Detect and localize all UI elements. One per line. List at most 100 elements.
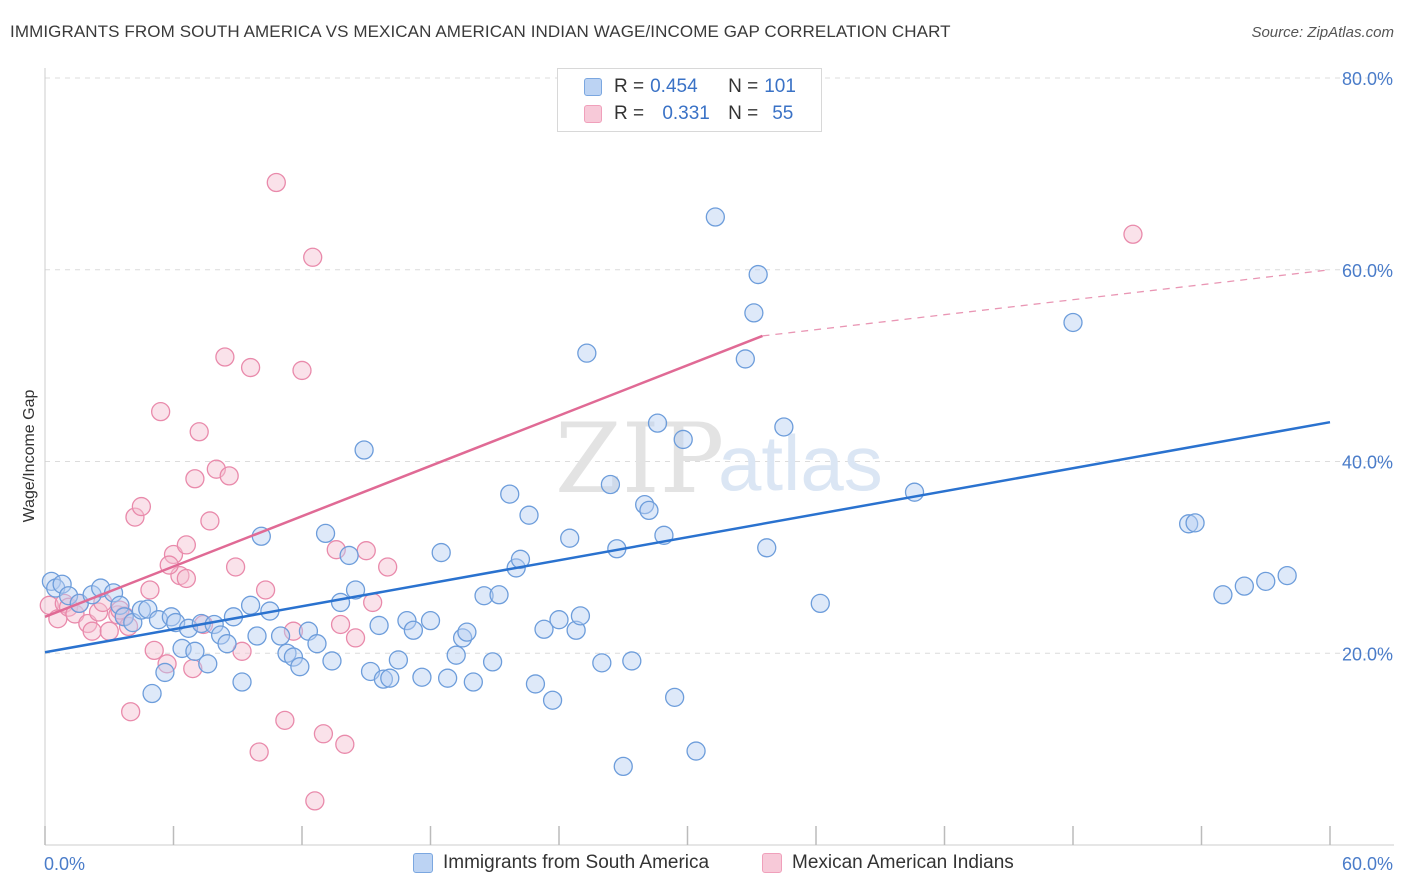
data-point	[121, 702, 141, 722]
data-point	[380, 668, 400, 688]
grid-lines	[45, 77, 1394, 654]
legend: R = 0.454 N = 101 R = 0.331 N = 55	[557, 68, 822, 132]
legend-r-value: 0.331	[662, 103, 710, 124]
trend-line-pink	[44, 334, 763, 618]
data-point	[431, 542, 451, 563]
data-point	[305, 791, 325, 811]
data-point	[198, 654, 218, 674]
legend-row-series-2: R = 0.331 N = 55	[584, 101, 793, 127]
data-point	[403, 620, 424, 640]
data-point	[613, 756, 633, 777]
data-point	[345, 580, 366, 600]
data-point	[673, 429, 693, 450]
data-point	[363, 592, 383, 613]
data-point	[290, 657, 310, 677]
legend-n-value: 101	[764, 76, 796, 97]
legend-n-label: N =	[728, 76, 759, 97]
data-point	[185, 641, 205, 661]
data-point	[463, 672, 483, 692]
chart-title: IMMIGRANTS FROM SOUTH AMERICA VS MEXICAN…	[10, 22, 951, 41]
data-point	[1277, 565, 1297, 586]
data-point	[757, 538, 777, 558]
x-tick-label: 0.0%	[44, 854, 85, 874]
data-point	[307, 634, 327, 654]
watermark-atlas: atlas	[718, 419, 883, 507]
data-point	[330, 592, 351, 613]
data-point	[131, 600, 152, 620]
legend-n-value: 55	[772, 103, 794, 124]
legend-r-label: R =	[614, 103, 645, 124]
data-point	[240, 357, 261, 378]
data-point	[315, 523, 336, 544]
data-point	[622, 651, 642, 671]
data-point	[232, 641, 252, 661]
data-point	[570, 606, 591, 626]
data-point	[1256, 571, 1276, 591]
data-point	[185, 469, 205, 489]
data-point	[225, 557, 246, 577]
legend-swatch-blue	[584, 78, 602, 96]
data-point	[420, 611, 441, 631]
data-point	[705, 207, 725, 227]
data-point	[142, 683, 162, 704]
data-point	[240, 595, 261, 615]
data-point	[283, 647, 304, 667]
data-point	[592, 653, 612, 673]
legend-r-label: R =	[614, 76, 645, 97]
data-point	[335, 734, 355, 754]
data-point	[125, 507, 145, 527]
data-point	[292, 360, 312, 381]
bottom-legend-swatch-blue	[413, 853, 433, 873]
data-point	[144, 640, 164, 661]
data-point	[99, 621, 119, 641]
data-point	[322, 651, 342, 671]
data-point	[266, 172, 286, 193]
data-point	[232, 672, 252, 692]
data-point	[665, 687, 685, 708]
data-point	[519, 505, 539, 525]
data-point	[339, 545, 359, 566]
data-point	[1234, 576, 1254, 596]
data-point	[255, 580, 276, 600]
legend-n-label: N =	[728, 103, 759, 124]
data-point	[446, 645, 466, 665]
data-point	[525, 674, 546, 694]
data-point	[88, 602, 109, 622]
legend-r-value: 0.454	[650, 76, 698, 97]
bottom-legend-swatch-pink	[762, 853, 782, 873]
data-point	[1179, 514, 1199, 534]
data-point	[810, 593, 830, 614]
y-tick-label: 20.0%	[1342, 644, 1393, 664]
data-point	[200, 511, 220, 531]
data-point	[345, 628, 366, 648]
data-point	[150, 401, 171, 422]
y-tick-label: 80.0%	[1342, 69, 1393, 89]
data-point	[397, 611, 417, 631]
data-point	[176, 568, 197, 589]
data-point	[163, 544, 184, 565]
bottom-legend-label: Mexican American Indians	[792, 852, 1014, 873]
data-point	[560, 528, 580, 548]
data-point	[1063, 312, 1083, 333]
watermark-zip: ZIP	[555, 403, 724, 515]
x-tick-label: 60.0%	[1342, 854, 1393, 874]
data-point	[275, 710, 295, 731]
y-axis-label: Wage/Income Gap	[21, 390, 38, 523]
data-point	[58, 586, 79, 606]
data-point	[639, 500, 659, 521]
data-point	[647, 413, 668, 433]
data-point	[542, 690, 563, 710]
data-point	[155, 662, 175, 683]
data-point	[82, 621, 102, 641]
data-point	[373, 669, 394, 689]
data-point	[303, 247, 323, 267]
chart-source: Source: ZipAtlas.com	[1251, 24, 1394, 41]
data-point	[356, 541, 376, 561]
data-point	[369, 615, 389, 636]
series-immigrants-south-america	[41, 207, 1297, 777]
data-point	[378, 557, 398, 577]
data-point	[247, 626, 267, 646]
data-point	[110, 595, 130, 615]
data-point	[249, 742, 269, 762]
